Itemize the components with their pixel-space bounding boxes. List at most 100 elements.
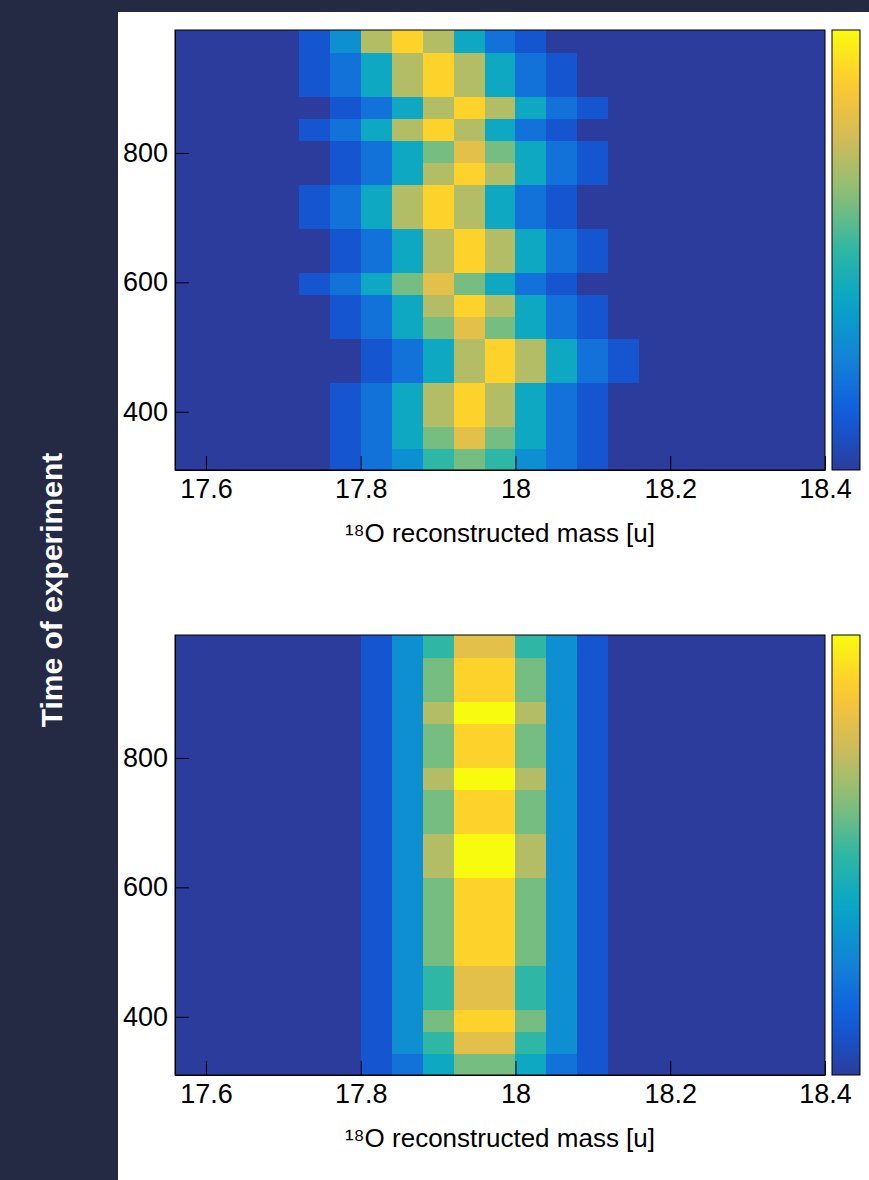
heat-cell (175, 52, 206, 75)
x-tick-mark (825, 456, 826, 470)
heat-cell (577, 855, 608, 878)
heat-cell (639, 943, 670, 966)
heat-cell (423, 1031, 454, 1054)
heat-cell (268, 338, 299, 361)
heat-cell (175, 448, 206, 470)
heat-cell (732, 855, 763, 878)
heat-cell (485, 943, 516, 966)
heat-cell (546, 118, 577, 141)
heat-cell (546, 272, 577, 295)
heat-cell (268, 921, 299, 944)
heat-cell (268, 745, 299, 768)
heat-cell (237, 987, 268, 1010)
heat-cell (361, 140, 392, 163)
heat-cell (577, 360, 608, 383)
heat-cell (732, 382, 763, 405)
heat-cell (732, 118, 763, 141)
heat-cell (794, 1031, 825, 1054)
heat-cell (299, 294, 330, 317)
heat-cell (361, 228, 392, 251)
heat-cell (670, 96, 701, 119)
heat-cell (670, 723, 701, 746)
plot-background (175, 30, 825, 470)
heat-cell (577, 723, 608, 746)
heat-cell (206, 833, 237, 856)
heat-cell (515, 118, 546, 141)
heat-cell (732, 943, 763, 966)
heat-cell (330, 228, 361, 251)
heat-cell (515, 921, 546, 944)
heat-cell (670, 294, 701, 317)
heat-cell (732, 877, 763, 900)
heat-cell (577, 833, 608, 856)
heat-cell (577, 899, 608, 922)
heat-cell (454, 52, 485, 75)
heat-cell (206, 52, 237, 75)
heat-cell (608, 1009, 639, 1032)
heat-cell (546, 701, 577, 724)
x-tick: 18.2 (644, 456, 697, 504)
heat-cell (577, 657, 608, 680)
heat-cell (237, 338, 268, 361)
x-tick-label: 17.8 (335, 1079, 388, 1109)
heat-cell (454, 206, 485, 229)
heat-cell (299, 745, 330, 768)
heat-cell (546, 316, 577, 339)
heat-cell (546, 294, 577, 317)
heat-cell (639, 899, 670, 922)
heat-cell (763, 877, 794, 900)
plot-background (175, 635, 825, 1075)
heat-cell (330, 877, 361, 900)
heat-cell (361, 657, 392, 680)
heat-cell (206, 965, 237, 988)
y-tick: 400 (123, 1002, 189, 1032)
heat-cell (175, 1031, 206, 1054)
heat-cell (237, 767, 268, 790)
heat-cell (763, 723, 794, 746)
heat-cell (608, 360, 639, 383)
heat-cell (206, 184, 237, 207)
heat-cell (392, 657, 423, 680)
heat-cell (392, 987, 423, 1010)
heat-cell (546, 921, 577, 944)
heat-cell (392, 811, 423, 834)
heat-cell (361, 96, 392, 119)
heat-cell (361, 943, 392, 966)
heat-cell (701, 811, 732, 834)
x-axis: 17.617.81818.218.4 (176, 1061, 852, 1109)
heat-cell (237, 877, 268, 900)
heat-cell (794, 272, 825, 295)
heat-cell (423, 448, 454, 470)
heat-cell (392, 723, 423, 746)
heat-cell (454, 899, 485, 922)
heat-cell (392, 338, 423, 361)
heat-cell (732, 294, 763, 317)
heat-cell (577, 811, 608, 834)
heat-cell (237, 789, 268, 812)
heat-cell (206, 140, 237, 163)
heat-cell (330, 723, 361, 746)
heat-cell (330, 789, 361, 812)
heat-cell (268, 360, 299, 383)
color-bar (832, 635, 860, 1075)
heat-cell (763, 1053, 794, 1075)
heat-cell (670, 767, 701, 790)
heat-cell (701, 855, 732, 878)
heat-cell (268, 316, 299, 339)
heat-cell (237, 294, 268, 317)
heat-cell (485, 448, 516, 470)
heat-cell (794, 382, 825, 405)
heat-cell (330, 162, 361, 185)
heat-cell (299, 206, 330, 229)
heat-cell (392, 426, 423, 449)
heat-cell (670, 360, 701, 383)
heat-cell (732, 228, 763, 251)
heat-cell (299, 140, 330, 163)
heat-cell (299, 789, 330, 812)
heat-cell (175, 1009, 206, 1032)
heat-cell (794, 877, 825, 900)
heat-cell (701, 184, 732, 207)
heat-cell (237, 118, 268, 141)
heat-cell (206, 162, 237, 185)
heat-cell (546, 74, 577, 97)
